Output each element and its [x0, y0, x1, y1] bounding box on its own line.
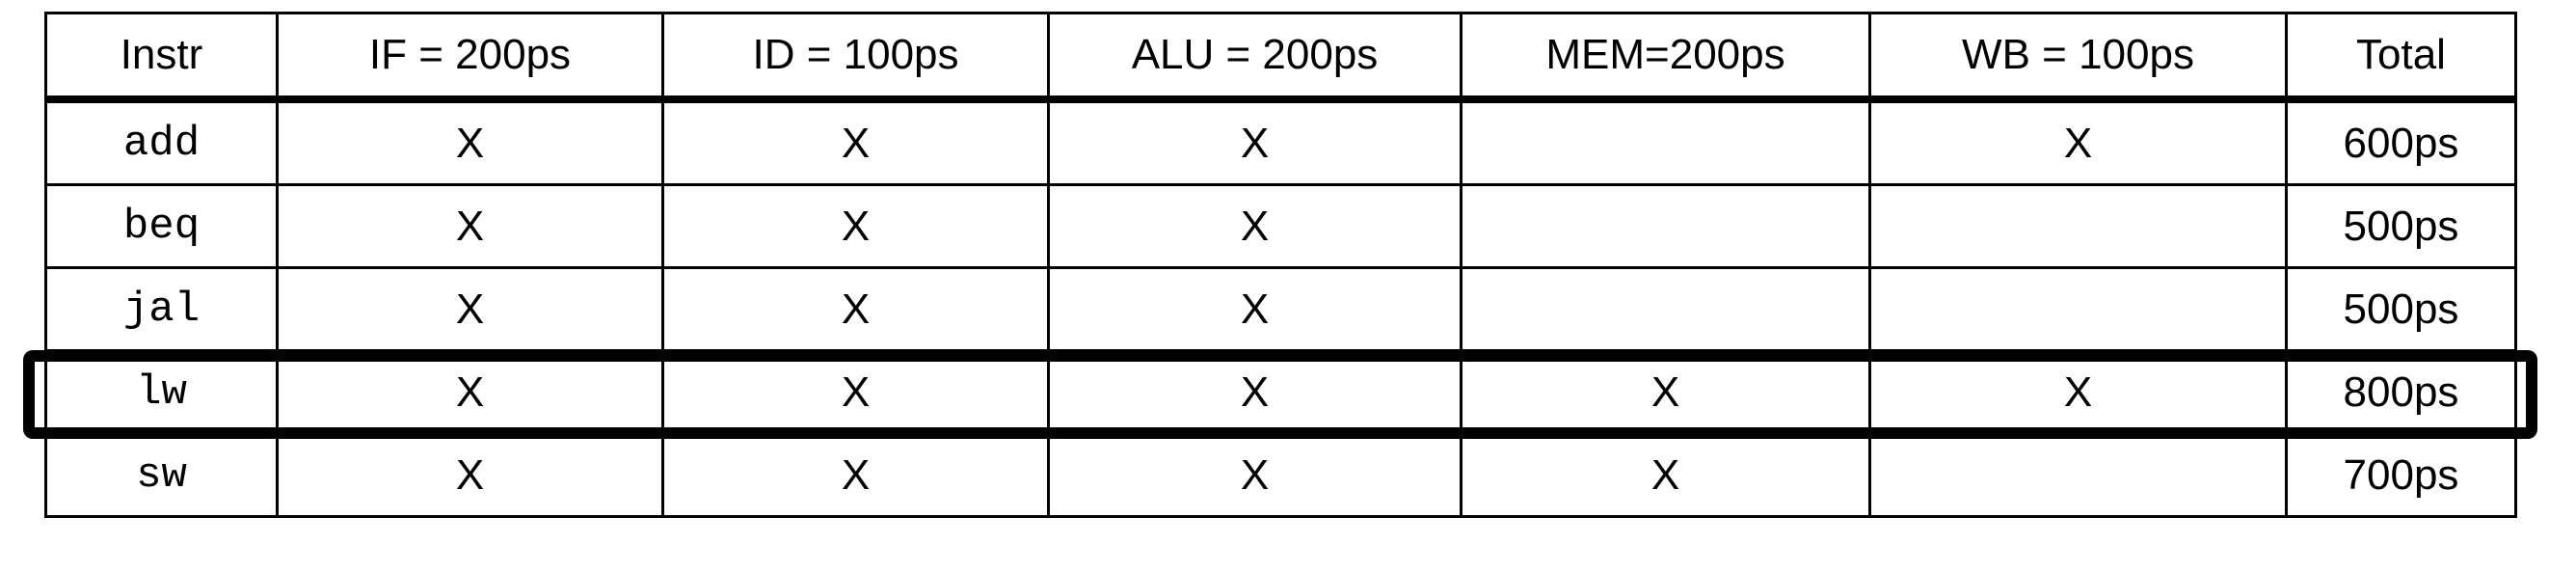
table-row-sw: sw X X X X 700ps: [44, 432, 2517, 518]
instr-cell: jal: [44, 266, 279, 352]
if-cell: X: [276, 432, 664, 518]
id-cell: X: [661, 97, 1050, 186]
total-cell: 700ps: [2285, 432, 2517, 518]
instr-cell: beq: [44, 183, 279, 269]
column-header-total: Total: [2285, 12, 2517, 103]
column-header-mem: MEM=200ps: [1460, 12, 1871, 103]
column-header-wb: WB = 100ps: [1868, 12, 2288, 103]
mem-cell: [1460, 266, 1871, 352]
table-row-add: add X X X X 600ps: [44, 97, 2517, 186]
table-row-beq: beq X X X 500ps: [44, 183, 2517, 269]
id-cell: X: [661, 432, 1050, 518]
if-cell: X: [276, 349, 664, 435]
total-cell: 500ps: [2285, 266, 2517, 352]
total-cell: 600ps: [2285, 97, 2517, 186]
wb-cell: [1868, 183, 2288, 269]
alu-cell: X: [1047, 266, 1462, 352]
alu-cell: X: [1047, 97, 1462, 186]
alu-cell: X: [1047, 432, 1462, 518]
total-cell: 800ps: [2285, 349, 2517, 435]
alu-cell: X: [1047, 349, 1462, 435]
wb-cell: X: [1868, 97, 2288, 186]
header-row: Instr IF = 200ps ID = 100ps ALU = 200ps …: [44, 12, 2517, 103]
table-row-lw: lw X X X X X 800ps: [44, 349, 2517, 435]
if-cell: X: [276, 97, 664, 186]
instr-cell: add: [44, 97, 279, 186]
if-cell: X: [276, 266, 664, 352]
mem-cell: X: [1460, 432, 1871, 518]
mem-cell: [1460, 97, 1871, 186]
column-header-id: ID = 100ps: [661, 12, 1050, 103]
mem-cell: X: [1460, 349, 1871, 435]
wb-cell: [1868, 266, 2288, 352]
instr-cell: sw: [44, 432, 279, 518]
instr-cell: lw: [44, 349, 279, 435]
mem-cell: [1460, 183, 1871, 269]
id-cell: X: [661, 349, 1050, 435]
id-cell: X: [661, 266, 1050, 352]
pipeline-timing-table: Instr IF = 200ps ID = 100ps ALU = 200ps …: [44, 12, 2517, 518]
wb-cell: X: [1868, 349, 2288, 435]
table-row-jal: jal X X X 500ps: [44, 266, 2517, 352]
column-header-if: IF = 200ps: [276, 12, 664, 103]
total-cell: 500ps: [2285, 183, 2517, 269]
if-cell: X: [276, 183, 664, 269]
column-header-instr: Instr: [44, 12, 279, 103]
id-cell: X: [661, 183, 1050, 269]
alu-cell: X: [1047, 183, 1462, 269]
column-header-alu: ALU = 200ps: [1047, 12, 1462, 103]
wb-cell: [1868, 432, 2288, 518]
